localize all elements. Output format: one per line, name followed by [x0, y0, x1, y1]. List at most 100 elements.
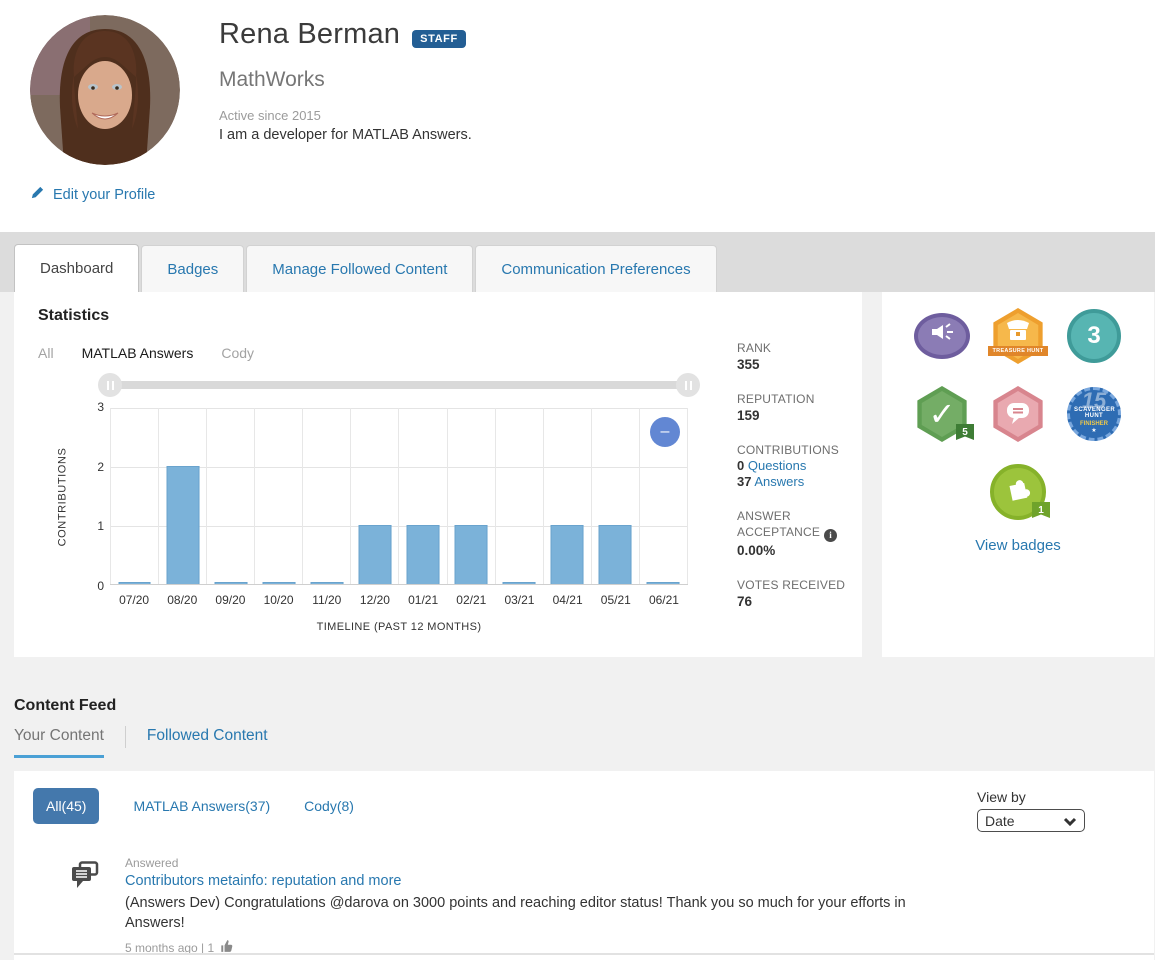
tab-your-content[interactable]: Your Content — [14, 727, 104, 758]
megaphone-icon — [929, 322, 955, 350]
profile-active-since: Active since 2015 — [219, 108, 321, 123]
chart-column — [303, 408, 352, 584]
y-tick-label: 0 — [97, 578, 104, 593]
statistics-card: Statistics All MATLAB Answers Cody CONTR… — [14, 292, 862, 657]
chart-zoom-out-button[interactable]: – — [650, 417, 680, 447]
statistics-title: Statistics — [38, 307, 110, 324]
chart-column — [255, 408, 304, 584]
chart-y-axis-title: CONTRIBUTIONS — [56, 447, 69, 546]
chart-filter-all[interactable]: All — [38, 345, 54, 361]
chart-bar-07/20[interactable] — [118, 582, 152, 584]
view-by-value: Date — [985, 812, 1015, 829]
badge-puzzle-1[interactable]: 1 — [990, 464, 1050, 520]
feed-item-title-link[interactable]: Contributors metainfo: reputation and mo… — [125, 873, 402, 889]
tab-followed-content[interactable]: Followed Content — [146, 726, 268, 744]
x-tick-label: 01/21 — [408, 593, 439, 607]
profile-company: MathWorks — [219, 68, 325, 91]
chart-column — [351, 408, 400, 584]
badge-commenter[interactable] — [990, 386, 1046, 442]
badges-card: TREASURE HUNT 3 ✓ 5 — [882, 292, 1154, 657]
y-tick-label: 3 — [97, 400, 104, 414]
view-badges-link[interactable]: View badges — [975, 537, 1061, 554]
chart-bar-03/21[interactable] — [502, 582, 536, 584]
feed-item-meta: 5 months ago | 1 — [125, 940, 215, 955]
page-title: Rena Berman — [219, 18, 401, 50]
feed-item: Answered Contributors metainfo: reputati… — [70, 856, 935, 956]
answers-link[interactable]: Answers — [754, 474, 805, 489]
chart-plot — [110, 408, 688, 585]
badge-treasure-hunt[interactable]: TREASURE HUNT — [988, 308, 1048, 364]
badge-megaphone[interactable] — [914, 308, 970, 364]
chart-column — [110, 408, 160, 584]
chart-bar-04/21[interactable] — [550, 525, 584, 584]
badge-check-5[interactable]: ✓ 5 — [914, 386, 974, 442]
x-tick-label: 07/20 — [119, 593, 150, 607]
x-tick-label: 10/20 — [263, 593, 294, 607]
filter-all-button[interactable]: All(45) — [33, 788, 100, 824]
view-by-label: View by — [977, 789, 1026, 805]
chart-bar-02/21[interactable] — [454, 525, 488, 584]
feed-item-body: (Answers Dev) Congratulations @darova on… — [125, 895, 906, 931]
chart-bar-01/21[interactable] — [406, 525, 440, 584]
x-tick-label: 12/20 — [359, 593, 390, 607]
rank-stat: RANK 355 — [737, 341, 772, 372]
tab-communication-preferences[interactable]: Communication Preferences — [475, 245, 717, 292]
slider-handle-right[interactable] — [676, 373, 700, 397]
chart-bar-08/20[interactable] — [166, 466, 200, 584]
side-statistics: RANK 355 REPUTATION 159 CONTRIBUTIONS 0 … — [737, 340, 857, 628]
badge-check-count: 5 — [956, 424, 974, 440]
chart-column — [399, 408, 448, 584]
pencil-icon — [30, 185, 45, 204]
star-icon: ★ — [1091, 427, 1097, 434]
slider-handle-left[interactable] — [98, 373, 122, 397]
badge-puzzle-count: 1 — [1032, 502, 1050, 518]
x-tick-label: 05/21 — [600, 593, 631, 607]
edit-profile-label: Edit your Profile — [53, 186, 156, 203]
chart-bar-12/20[interactable] — [358, 525, 392, 584]
info-icon[interactable]: i — [824, 528, 838, 542]
edit-profile-link[interactable]: Edit your Profile — [30, 185, 155, 204]
chart-column — [159, 408, 208, 584]
votes-received-stat: VOTES RECEIVED 76 — [737, 577, 846, 609]
x-tick-label: 11/20 — [312, 593, 342, 607]
y-axis-labels: 3 2 1 0 — [82, 400, 104, 593]
contributions-stat: CONTRIBUTIONS 0 Questions 37 Answers — [737, 443, 839, 489]
x-tick-label: 04/21 — [552, 593, 583, 607]
chart-bar-11/20[interactable] — [310, 582, 344, 584]
x-tick-label: 09/20 — [215, 593, 246, 607]
chart-column — [592, 408, 640, 584]
reputation-stat: REPUTATION 159 — [737, 392, 815, 423]
questions-link[interactable]: Questions — [747, 458, 807, 473]
chevron-down-icon — [1063, 813, 1077, 829]
tab-manage-followed-content[interactable]: Manage Followed Content — [246, 245, 474, 292]
filter-cody-link[interactable]: Cody(8) — [304, 798, 354, 814]
badge-scavenger-hunt-finisher[interactable]: 15 SCAVENGER HUNT FINISHER ★ — [1066, 386, 1122, 442]
x-axis-labels: 07/20 08/20 09/20 10/20 11/20 12/20 01/21 02/21… — [110, 593, 688, 607]
chart-bar-10/20[interactable] — [262, 582, 296, 584]
avatar — [30, 15, 180, 165]
badge-3[interactable]: 3 — [1066, 308, 1122, 364]
tab-dashboard[interactable]: Dashboard — [14, 244, 140, 292]
tab-badges[interactable]: Badges — [141, 245, 245, 292]
checkmark-icon: ✓ — [928, 396, 956, 432]
chart-x-axis-title: TIMELINE (PAST 12 MONTHS) — [316, 621, 482, 633]
answered-icon — [70, 861, 100, 956]
y-tick-label: 2 — [97, 459, 104, 474]
chart-column — [207, 408, 256, 584]
feed-divider — [14, 953, 1154, 955]
x-tick-label: 02/21 — [456, 593, 487, 607]
filter-matlab-answers-link[interactable]: MATLAB Answers(37) — [133, 798, 271, 814]
chart-filter-matlab-answers[interactable]: MATLAB Answers — [81, 345, 194, 361]
feed-item-status: Answered — [125, 856, 179, 870]
chart-bar-09/20[interactable] — [214, 582, 248, 584]
timeline-range-slider[interactable] — [98, 373, 700, 397]
content-feed-title: Content Feed — [14, 697, 117, 714]
speech-bubble-icon — [1004, 399, 1032, 430]
chart-filter-tabs: All MATLAB Answers Cody — [38, 345, 254, 361]
chart-bar-06/21[interactable] — [646, 582, 680, 584]
chart-filter-cody[interactable]: Cody — [221, 345, 255, 361]
staff-badge: STAFF — [412, 29, 466, 48]
chart-bar-05/21[interactable] — [598, 525, 632, 584]
view-by-dropdown[interactable]: Date — [977, 809, 1085, 832]
answer-acceptance-stat: ANSWER ACCEPTANCE i 0.00% — [737, 508, 857, 559]
